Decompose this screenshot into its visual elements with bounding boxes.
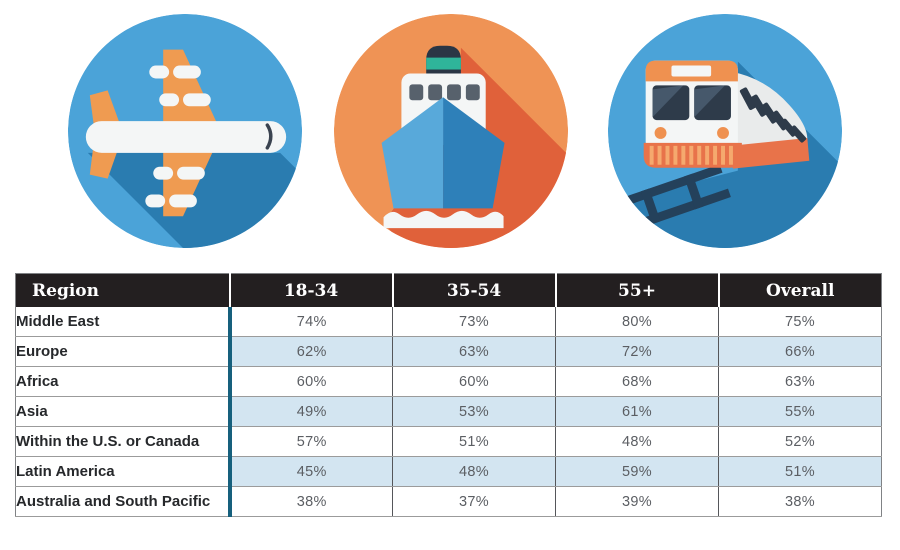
value-cell: 73%	[392, 307, 556, 337]
value-cell: 75%	[718, 307, 882, 337]
region-cell: Africa	[15, 366, 232, 397]
train-windshields	[652, 85, 731, 121]
table-row: Latin America 45% 48% 59% 51%	[15, 456, 882, 487]
airplane-cockpit	[265, 123, 273, 150]
airplane-flaps	[145, 65, 211, 208]
ship-windows	[409, 84, 480, 101]
airplane-fuselage	[85, 121, 287, 153]
value-cell: 39%	[555, 486, 719, 517]
value-cell: 60%	[229, 366, 393, 397]
train-long-shadow	[615, 61, 843, 249]
travel-by-region-table: Region 18-34 35-54 55+ Overall Middle Ea…	[15, 273, 882, 517]
value-cell: 48%	[392, 456, 556, 487]
table-row: Within the U.S. or Canada 57% 51% 48% 52…	[15, 426, 882, 457]
value-cell: 80%	[555, 307, 719, 337]
region-cell: Middle East	[15, 307, 232, 337]
train-front	[645, 60, 738, 152]
value-cell: 55%	[718, 396, 882, 427]
value-cell: 38%	[229, 486, 393, 517]
train-icon	[606, 12, 844, 250]
column-header-35-54: 35-54	[391, 273, 556, 307]
value-cell: 51%	[392, 426, 556, 457]
value-cell: 59%	[555, 456, 719, 487]
value-cell: 52%	[718, 426, 882, 457]
value-cell: 68%	[555, 366, 719, 397]
value-cell: 60%	[392, 366, 556, 397]
ship-hull-left	[381, 97, 444, 209]
value-cell: 57%	[229, 426, 393, 457]
value-cell: 74%	[229, 307, 393, 337]
ship-water-base	[383, 210, 504, 229]
airplane-glyph	[67, 13, 303, 249]
region-cell: Within the U.S. or Canada	[15, 426, 232, 457]
region-cell: Australia and South Pacific	[15, 486, 232, 517]
region-cell: Europe	[15, 336, 232, 367]
ship-funnel-stripe	[426, 57, 461, 70]
ship-hull-right	[443, 97, 505, 209]
value-cell: 49%	[229, 396, 393, 427]
value-cell: 63%	[392, 336, 556, 367]
train-glyph	[607, 13, 843, 249]
ship-glyph	[333, 13, 569, 249]
column-header-55-plus: 55+	[554, 273, 719, 307]
column-header-overall: Overall	[717, 273, 882, 307]
train-grill-stripes	[649, 145, 733, 165]
train-body-band	[729, 137, 810, 169]
value-cell: 38%	[718, 486, 882, 517]
value-cell: 66%	[718, 336, 882, 367]
value-cell: 61%	[555, 396, 719, 427]
region-cell: Latin America	[15, 456, 232, 487]
value-cell: 62%	[229, 336, 393, 367]
value-cell: 63%	[718, 366, 882, 397]
value-cell: 37%	[392, 486, 556, 517]
table-row: Asia 49% 53% 61% 55%	[15, 396, 882, 427]
train-headlights	[651, 124, 732, 142]
table-row: Middle East 74% 73% 80% 75%	[15, 307, 882, 337]
table-row: Africa 60% 60% 68% 63%	[15, 366, 882, 397]
table-header: Region 18-34 35-54 55+ Overall	[15, 273, 882, 307]
table-row: Australia and South Pacific 38% 37% 39% …	[15, 486, 882, 517]
train-body-windows	[739, 87, 807, 143]
value-cell: 45%	[229, 456, 393, 487]
value-cell: 48%	[555, 426, 719, 457]
column-header-region: Region	[15, 273, 230, 307]
value-cell: 72%	[555, 336, 719, 367]
ship-icon	[332, 12, 570, 250]
airplane-tail-top	[89, 90, 120, 126]
region-cell: Asia	[15, 396, 232, 427]
column-header-18-34: 18-34	[228, 273, 393, 307]
table-row: Europe 62% 63% 72% 66%	[15, 336, 882, 367]
airplane-icon	[66, 12, 304, 250]
value-cell: 53%	[392, 396, 556, 427]
value-cell: 51%	[718, 456, 882, 487]
table-body: Middle East 74% 73% 80% 75% Europe 62% 6…	[15, 307, 882, 517]
train-destination-sign	[671, 65, 712, 77]
